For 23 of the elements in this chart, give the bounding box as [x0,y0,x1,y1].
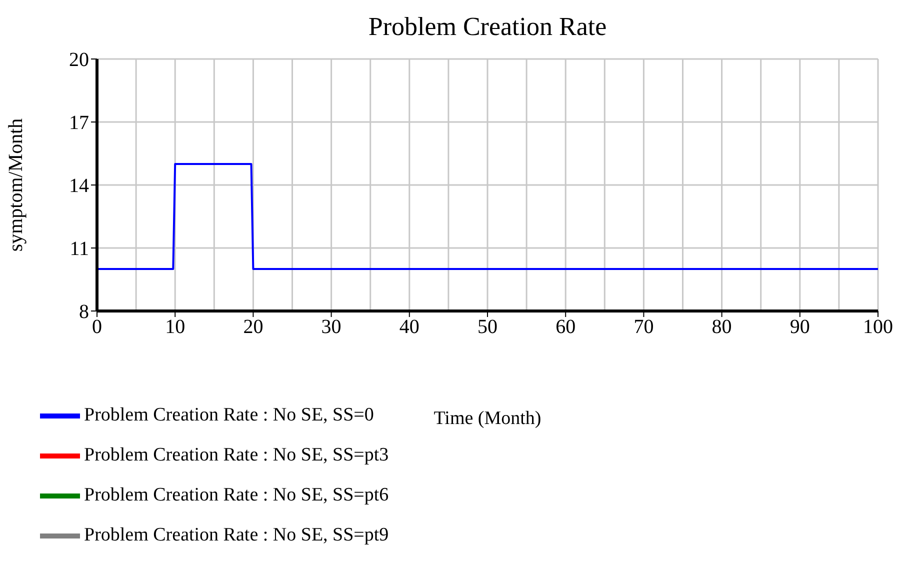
x-tick-label: 40 [399,316,420,338]
y-tick-label: 11 [70,238,89,260]
y-axis-title: symptom/Month [5,118,28,252]
chart-title: Problem Creation Rate [367,12,608,42]
y-tick-label: 14 [69,175,89,198]
y-tick-label: 17 [69,112,89,134]
x-tick-label: 30 [321,316,342,338]
x-axis-title: Time (Month) [434,408,542,429]
legend-label: Problem Creation Rate : No SE, SS=pt3 [84,444,389,466]
x-tick-label: 80 [712,316,732,338]
legend-label: Problem Creation Rate : No SE, SS=pt6 [84,484,389,506]
x-tick-label: 100 [863,316,893,338]
x-tick-label: 70 [634,316,654,338]
legend-label: Problem Creation Rate : No SE, SS=0 [84,404,374,426]
x-tick-label: 60 [556,316,576,338]
x-tick-label: 90 [790,316,810,338]
legend-label: Problem Creation Rate : No SE, SS=pt9 [84,524,389,546]
x-tick-label: 0 [92,316,102,338]
x-tick-label: 50 [478,316,498,338]
y-tick-label: 20 [69,49,89,72]
y-tick-label: 8 [79,301,89,324]
x-tick-label: 20 [243,316,264,338]
x-tick-label: 10 [165,316,186,338]
